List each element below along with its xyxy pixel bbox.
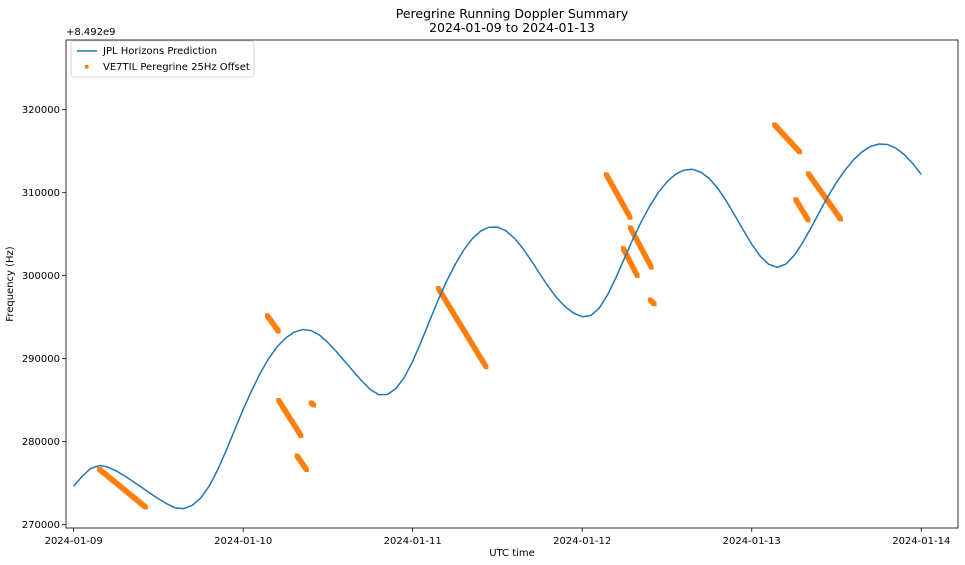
observed-segment <box>628 225 654 270</box>
observed-scatter-layer <box>96 122 843 510</box>
observed-segment <box>806 171 843 222</box>
chart-subtitle: 2024-01-09 to 2024-01-13 <box>429 20 595 35</box>
observed-segment <box>264 313 281 334</box>
observed-point <box>652 301 657 307</box>
observed-segment <box>435 285 489 370</box>
observed-segment <box>276 397 304 439</box>
observed-point <box>838 217 843 222</box>
y-tick-label: 320000 <box>22 105 60 116</box>
x-tick-label: 2024-01-14 <box>892 536 950 547</box>
observed-segment <box>793 197 811 223</box>
y-axis: 270000 280000 290000 300000 310000 320000 <box>22 105 66 531</box>
observed-point <box>311 402 317 408</box>
x-tick-label: 2024-01-11 <box>384 536 442 547</box>
y-tick-label: 310000 <box>22 188 60 199</box>
legend: JPL Horizons Prediction VE7TIL Peregrine… <box>70 40 255 78</box>
observed-segment <box>308 400 317 408</box>
observed-segment <box>772 122 802 155</box>
legend-label-observed: VE7TIL Peregrine 25Hz Offset <box>103 62 250 73</box>
prediction-line <box>73 143 922 510</box>
x-tick-label: 2024-01-13 <box>723 536 781 547</box>
y-tick-label: 300000 <box>22 271 60 282</box>
y-axis-label: Frequency (Hz) <box>5 246 16 322</box>
x-axis: 2024-01-09 2024-01-10 2024-01-11 2024-01-12… <box>45 528 950 547</box>
observed-point <box>483 364 489 370</box>
observed-point <box>797 149 802 155</box>
plot-background <box>66 40 958 528</box>
x-tick-label: 2024-01-09 <box>45 536 103 547</box>
x-axis-label: UTC time <box>489 548 535 559</box>
observed-point <box>635 273 640 278</box>
legend-label-prediction: JPL Horizons Prediction <box>102 46 217 57</box>
observed-point <box>628 215 633 220</box>
legend-box <box>70 40 255 78</box>
prediction-line-layer <box>73 143 922 510</box>
legend-dot-swatch <box>85 65 89 69</box>
observed-point <box>304 467 309 473</box>
observed-point <box>143 505 148 510</box>
x-tick-label: 2024-01-12 <box>553 536 611 547</box>
plot-frame <box>65 39 959 529</box>
plot-area <box>65 39 959 529</box>
observed-point <box>649 265 654 270</box>
y-tick-label: 270000 <box>22 520 60 531</box>
y-tick-label: 290000 <box>22 354 60 365</box>
observed-segment <box>647 297 657 307</box>
observed-segment <box>96 466 148 510</box>
observed-segment <box>604 172 633 220</box>
observed-point <box>806 217 811 223</box>
chart-title: Peregrine Running Doppler Summary <box>396 6 629 21</box>
observed-segment <box>294 453 309 473</box>
observed-point <box>276 329 281 334</box>
x-tick-label: 2024-01-10 <box>214 536 272 547</box>
y-tick-label: 280000 <box>22 437 60 448</box>
y-offset-label: +8.492e9 <box>66 27 116 38</box>
observed-point <box>298 433 304 439</box>
